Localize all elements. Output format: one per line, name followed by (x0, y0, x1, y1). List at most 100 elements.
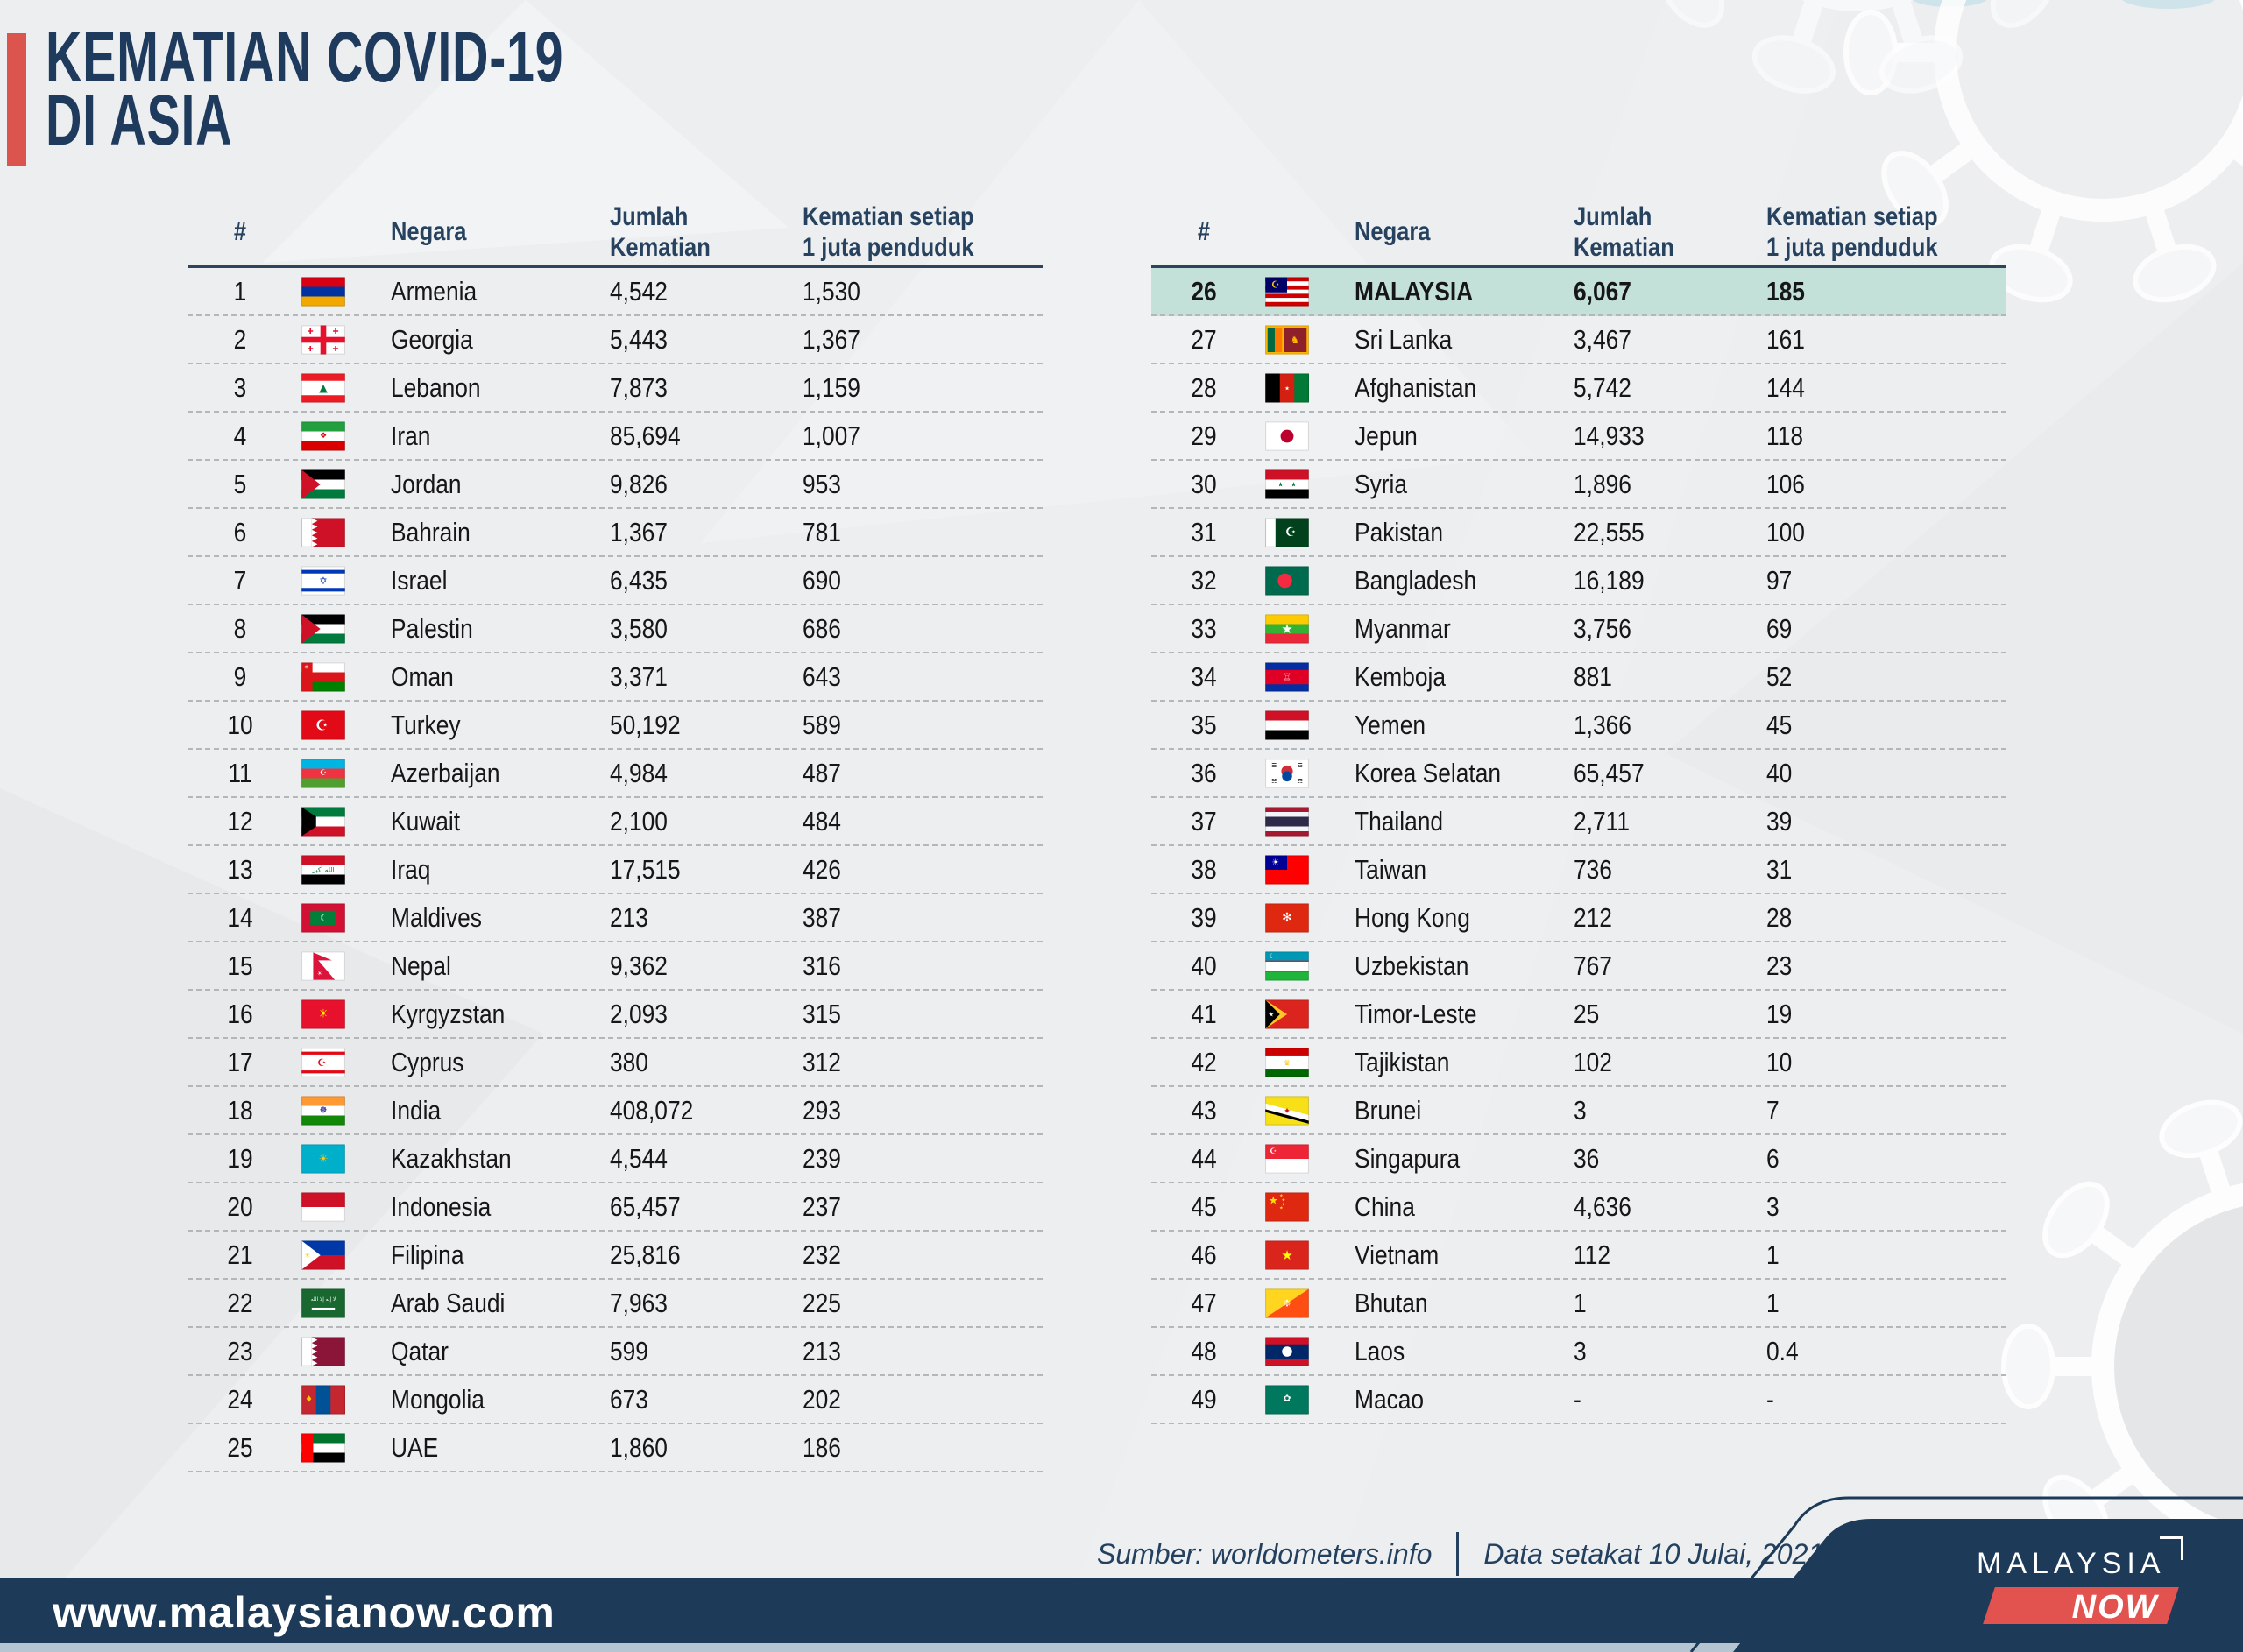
per-million-cell: 1 (1766, 1239, 1780, 1270)
flag-korea-selatan-icon: ☰ ☲ ☵ ☶ (1265, 759, 1309, 787)
svg-text:✶: ✶ (304, 662, 309, 670)
rank-cell: 31 (1191, 516, 1217, 547)
table-row-indonesia: 20 Indonesia 65,457 237 (188, 1183, 1043, 1232)
rank-cell: 41 (1191, 998, 1217, 1029)
facet-shape (263, 0, 789, 263)
per-million-cell: 186 (803, 1431, 841, 1463)
deaths-cell: 3,371 (610, 660, 668, 692)
svg-text:✚: ✚ (333, 343, 339, 352)
per-million-cell: 31 (1766, 853, 1793, 885)
svg-text:★: ★ (1279, 1193, 1284, 1198)
svg-text:☀: ☀ (318, 1153, 328, 1165)
per-million-cell: 686 (803, 612, 841, 644)
table-row-cyprus: 17 ☪ Cyprus 380 312 (188, 1039, 1043, 1087)
per-million-cell: 225 (803, 1287, 841, 1318)
flag-azerbaijan-icon: ☪ (301, 759, 345, 787)
country-cell: Uzbekistan (1355, 950, 1469, 981)
per-million-cell: 3 (1766, 1190, 1780, 1222)
rank-cell: 10 (227, 709, 253, 740)
flag-laos-icon (1265, 1337, 1309, 1366)
header-rule (188, 265, 1043, 268)
deaths-cell: 7,963 (610, 1287, 668, 1318)
flag-bangladesh-icon (1265, 566, 1309, 595)
column-header-deaths-line2: Kematian (610, 233, 711, 262)
per-million-cell: 1,530 (803, 275, 860, 307)
table-row-laos: 48 Laos 3 0.4 (1151, 1328, 2006, 1376)
rank-cell: 18 (227, 1094, 253, 1126)
per-million-cell: 239 (803, 1142, 841, 1174)
rank-cell: 14 (227, 901, 253, 933)
data-date-note: Data setakat 10 Julai, 2021 (1483, 1537, 1824, 1570)
page-title: KEMATIAN COVID-19 DI ASIA (46, 22, 563, 157)
rank-cell: 48 (1191, 1335, 1217, 1366)
table-row-korea-selatan: 36 ☰ ☲ ☵ ☶ Korea Selatan 65,457 40 (1151, 750, 2006, 798)
flag-arab-saudi-icon: لا إله إلا الله (301, 1288, 345, 1317)
logo-malaysia-text: MALAYSIA (1977, 1536, 2183, 1581)
country-cell: Pakistan (1355, 516, 1444, 547)
table-row-uae: 25 UAE 1,860 186 (188, 1424, 1043, 1472)
website-url: www.malaysianow.com (53, 1588, 555, 1637)
country-cell: Tajikistan (1355, 1046, 1450, 1077)
flag-filipina-icon: ☀ (301, 1240, 345, 1269)
table-row-georgia: 2 ✚ ✚ ✚ ✚ Georgia 5,443 1,367 (188, 316, 1043, 364)
per-million-cell: 185 (1766, 275, 1805, 307)
rank-cell: 23 (227, 1335, 253, 1366)
country-cell: Kyrgyzstan (391, 998, 506, 1029)
rank-cell: 6 (233, 516, 247, 547)
per-million-cell: 23 (1766, 950, 1793, 981)
rank-cell: 39 (1191, 901, 1217, 933)
facet-shape (1051, 0, 1840, 1652)
flag-uae-icon (301, 1433, 345, 1462)
logo-malaysia-label: MALAYSIA (1977, 1547, 2166, 1580)
svg-text:♛: ♛ (1284, 1058, 1290, 1067)
deaths-cell: 2,711 (1574, 805, 1630, 837)
per-million-cell: 1,007 (803, 420, 860, 451)
flag-qatar-icon (301, 1337, 345, 1366)
table-row-yemen: 35 Yemen 1,366 45 (1151, 702, 2006, 750)
country-cell: Maldives (391, 901, 482, 933)
country-cell: MALAYSIA (1355, 275, 1474, 307)
table-row-filipina: 21 ☀ Filipina 25,816 232 (188, 1232, 1043, 1280)
table-row-bhutan: 47 ❉ Bhutan 1 1 (1151, 1280, 2006, 1328)
facet-shape (0, 788, 543, 1652)
per-million-cell: 213 (803, 1335, 841, 1366)
per-million-cell: 232 (803, 1239, 841, 1270)
flag-sri-lanka-icon: ♞ (1265, 325, 1309, 354)
svg-text:الله أكبر: الله أكبر (312, 865, 335, 873)
table-row-afghanistan: 28 ٭ Afghanistan 5,742 144 (1151, 364, 2006, 413)
per-million-cell: 118 (1766, 420, 1804, 451)
deaths-cell: 599 (610, 1335, 648, 1366)
deaths-cell: 736 (1574, 853, 1612, 885)
flag-taiwan-icon: ☀ (1265, 855, 1309, 884)
rank-cell: 37 (1191, 805, 1217, 837)
table-row-kazakhstan: 19 ☀ Kazakhstan 4,544 239 (188, 1135, 1043, 1183)
flag-macao-icon: ✿ (1265, 1385, 1309, 1414)
deaths-cell: 7,873 (610, 371, 668, 403)
table-row-azerbaijan: 11 ☪ Azerbaijan 4,984 487 (188, 750, 1043, 798)
country-cell: Bhutan (1355, 1287, 1428, 1318)
column-header-country: Negara (391, 217, 467, 246)
svg-text:★: ★ (1281, 1247, 1292, 1263)
deaths-cell: 50,192 (610, 709, 681, 740)
per-million-cell: 315 (803, 998, 841, 1029)
country-cell: Nepal (391, 950, 451, 981)
rank-cell: 11 (228, 757, 252, 788)
country-cell: India (391, 1094, 442, 1126)
deaths-cell: 1,896 (1574, 468, 1631, 499)
malaysianow-logo: MALAYSIA NOW (1977, 1536, 2204, 1634)
rank-cell: 29 (1191, 420, 1217, 451)
rank-cell: 27 (1191, 323, 1217, 355)
country-cell: Georgia (391, 323, 473, 355)
svg-text:★: ★ (1282, 1197, 1286, 1203)
country-cell: Kemboja (1355, 660, 1447, 692)
rank-cell: 5 (233, 468, 247, 499)
svg-text:★: ★ (1269, 1010, 1275, 1018)
table-row-mongolia: 24 ♦ Mongolia 673 202 (188, 1376, 1043, 1424)
column-header-deaths-line1: Jumlah (610, 202, 689, 231)
deaths-cell: 5,742 (1574, 371, 1631, 403)
per-million-cell: 484 (803, 805, 841, 837)
deaths-cell: 3,756 (1574, 612, 1631, 644)
flag-iraq-icon: الله أكبر (301, 855, 345, 884)
